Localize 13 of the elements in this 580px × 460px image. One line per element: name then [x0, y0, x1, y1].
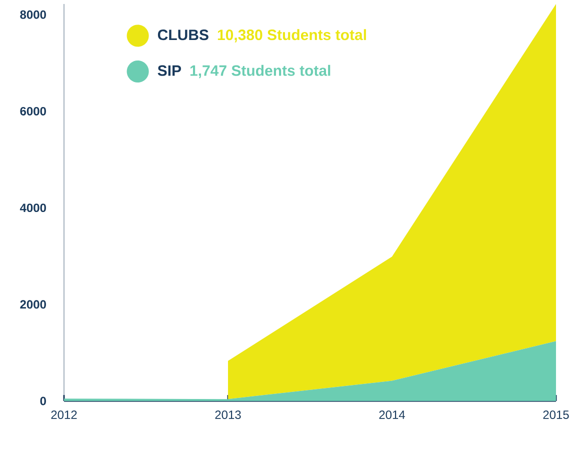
x-tick-label: 2013 — [215, 410, 241, 420]
y-tick-label: 8000 — [20, 10, 46, 19]
legend-label: SIP — [158, 65, 181, 76]
annotation: 1,747 Students total — [190, 64, 330, 78]
y-tick-label: 4000 — [20, 204, 46, 212]
legend-label: CLUBS — [158, 30, 208, 40]
x-tick-label: 2014 — [379, 410, 405, 420]
x-tick-label: 2012 — [51, 410, 77, 420]
y-tick-label: 0 — [40, 396, 46, 406]
y-tick-label: 6000 — [20, 106, 46, 116]
annotation: 10,380 Students total — [218, 29, 366, 42]
x-tick-label: 2015 — [543, 410, 569, 420]
y-tick-label: 2000 — [20, 300, 46, 309]
